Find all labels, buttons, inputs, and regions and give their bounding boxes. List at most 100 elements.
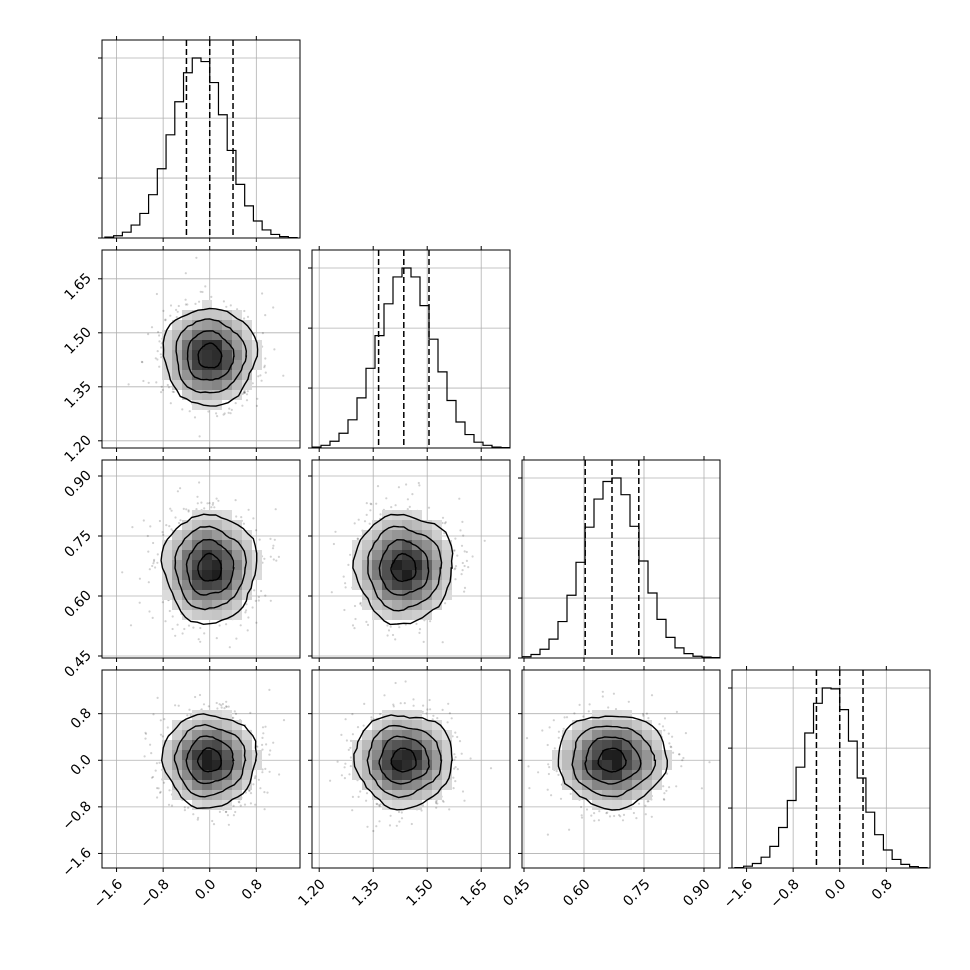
sample-point bbox=[252, 783, 255, 786]
density-cell bbox=[222, 310, 232, 320]
panel-4-4 bbox=[728, 666, 931, 872]
sample-point bbox=[232, 814, 235, 817]
sample-point bbox=[251, 382, 254, 385]
density-cell bbox=[232, 760, 242, 770]
sample-point bbox=[622, 813, 626, 817]
sample-point bbox=[207, 410, 210, 413]
sample-point bbox=[203, 507, 206, 510]
density-cell bbox=[422, 590, 432, 600]
sample-point bbox=[568, 828, 571, 831]
sample-point bbox=[232, 804, 235, 808]
sample-point bbox=[142, 519, 145, 522]
density-cell bbox=[242, 330, 252, 340]
density-cell bbox=[192, 530, 202, 540]
sample-point bbox=[404, 680, 407, 683]
sample-point bbox=[675, 785, 678, 788]
sample-point bbox=[164, 318, 167, 321]
sample-point bbox=[525, 737, 529, 740]
density-cell bbox=[392, 560, 402, 570]
density-cell bbox=[612, 760, 622, 770]
sample-point bbox=[198, 693, 202, 697]
sample-point bbox=[177, 704, 180, 707]
density-cell bbox=[362, 550, 372, 560]
sample-point bbox=[461, 520, 464, 524]
sample-point bbox=[166, 726, 169, 729]
sample-point bbox=[227, 823, 230, 826]
density-cell bbox=[212, 800, 222, 810]
density-cell bbox=[422, 790, 432, 800]
density-cell bbox=[232, 740, 242, 750]
sample-point bbox=[601, 695, 604, 698]
sample-point bbox=[225, 810, 228, 813]
density-cell bbox=[652, 760, 662, 770]
sample-point bbox=[662, 797, 666, 801]
sample-point bbox=[461, 569, 464, 572]
sample-point bbox=[200, 708, 203, 711]
density-cell bbox=[352, 750, 362, 760]
sample-point bbox=[158, 761, 161, 764]
density-cell bbox=[192, 780, 202, 790]
density-cell bbox=[432, 780, 442, 790]
sample-point bbox=[161, 735, 164, 738]
sample-point bbox=[452, 549, 455, 552]
density-cell bbox=[382, 580, 392, 590]
sample-point bbox=[257, 778, 260, 781]
sample-point bbox=[144, 737, 147, 740]
sample-point bbox=[442, 800, 445, 803]
density-cell bbox=[402, 790, 412, 800]
sample-point bbox=[403, 702, 406, 705]
sample-point bbox=[452, 776, 455, 779]
sample-point bbox=[580, 816, 584, 819]
density-cell bbox=[222, 720, 232, 730]
sample-point bbox=[454, 756, 457, 759]
sample-point bbox=[667, 732, 670, 735]
density-cell bbox=[382, 760, 392, 770]
density-cell bbox=[582, 730, 592, 740]
y-tick-label: 1.65 bbox=[61, 270, 94, 303]
density-cell bbox=[412, 610, 422, 620]
sample-point bbox=[174, 516, 177, 519]
sample-point bbox=[357, 795, 360, 799]
panel-frame bbox=[101, 669, 301, 869]
sample-point bbox=[225, 705, 228, 708]
density-cell bbox=[212, 750, 222, 760]
density-cell bbox=[192, 590, 202, 600]
density-cell bbox=[422, 760, 432, 770]
density-cell bbox=[602, 730, 612, 740]
sample-point bbox=[453, 549, 456, 552]
density-cell bbox=[402, 720, 412, 730]
sample-point bbox=[334, 530, 337, 533]
sample-point bbox=[650, 815, 653, 818]
sample-point bbox=[129, 624, 133, 627]
density-cell bbox=[402, 530, 412, 540]
sample-point bbox=[345, 739, 348, 742]
sample-point bbox=[462, 534, 465, 537]
contour-line bbox=[174, 525, 248, 611]
density-cell bbox=[432, 600, 442, 610]
sample-point bbox=[199, 640, 202, 643]
sample-point bbox=[557, 773, 560, 777]
sample-point bbox=[183, 806, 186, 809]
sample-point bbox=[272, 741, 275, 744]
sample-point bbox=[269, 555, 272, 558]
sample-point bbox=[259, 787, 262, 790]
sample-point bbox=[235, 637, 238, 640]
density-cell bbox=[422, 570, 432, 580]
sample-point bbox=[224, 810, 227, 814]
density-cell bbox=[412, 740, 422, 750]
density-cell bbox=[182, 520, 192, 530]
density-cell bbox=[372, 600, 382, 610]
sample-point bbox=[225, 705, 228, 709]
sample-point bbox=[187, 510, 190, 513]
density-cell bbox=[632, 740, 642, 750]
density-cell bbox=[212, 330, 222, 340]
sample-point bbox=[255, 529, 258, 532]
sample-point bbox=[546, 743, 549, 747]
sample-point bbox=[257, 599, 260, 602]
sample-point bbox=[227, 411, 230, 414]
density-cell bbox=[442, 760, 452, 770]
sample-point bbox=[143, 755, 146, 758]
panel-frame bbox=[731, 669, 931, 869]
sample-point bbox=[243, 391, 246, 394]
